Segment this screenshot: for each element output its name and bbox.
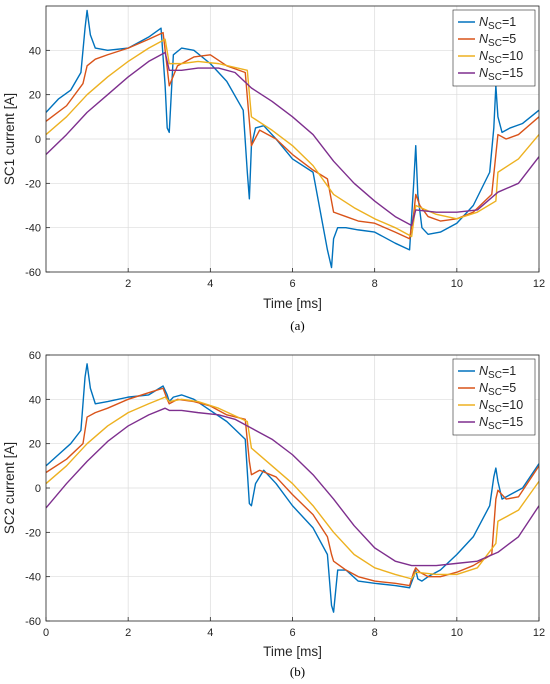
series-group-b [46, 363, 539, 613]
series-line-nsc-10 [46, 396, 539, 580]
y-tick-label: -40 [25, 223, 41, 235]
y-tick-label: 20 [29, 90, 41, 102]
x-tick-label: 8 [372, 627, 378, 639]
legend-label: NSC=5 [479, 381, 516, 398]
y-tick-label: 40 [29, 45, 41, 57]
legend-label: NSC=5 [479, 32, 516, 49]
x-axis-label: Time [ms] [263, 296, 322, 311]
legend-item: NSC=15 [458, 66, 523, 83]
x-axis-label: Time [ms] [263, 644, 322, 659]
x-tick-label: 8 [372, 278, 378, 290]
ticks-a: 2 4 6 8 10 12 -60 -40 -20 0 20 40 [25, 45, 545, 290]
series-group-a [46, 9, 539, 269]
x-tick-label: 4 [207, 627, 213, 639]
x-tick-label: 6 [289, 627, 295, 639]
chart-panel-b: 0 2 4 6 8 10 12 -60 -40 -20 0 20 40 60 Time [ms] SC2 cu… [2, 350, 545, 679]
legend-label: NSC=10 [479, 398, 523, 415]
series-line-nsc-5 [46, 387, 539, 587]
y-axis-label: SC1 current [A] [2, 93, 17, 185]
x-tick-label: 12 [533, 627, 545, 639]
x-tick-label: 2 [125, 627, 131, 639]
legend-label: NSC=15 [479, 415, 523, 432]
series-line-nsc-15 [46, 51, 539, 227]
x-tick-label: 12 [533, 278, 545, 290]
series-line-nsc-1 [46, 9, 539, 269]
legend-item: NSC=15 [458, 415, 523, 432]
y-tick-label: 0 [35, 134, 41, 146]
y-axis-label: SC2 current [A] [2, 442, 17, 534]
panel-caption: (a) [290, 318, 304, 333]
y-tick-label: 40 [29, 394, 41, 406]
series-line-nsc-15 [46, 407, 539, 567]
panel-caption: (b) [290, 664, 305, 679]
x-tick-label: 2 [125, 278, 131, 290]
legend-item: NSC=10 [458, 398, 523, 415]
legend-label: NSC=1 [479, 364, 516, 381]
legend-label: NSC=10 [479, 49, 523, 66]
legend-item: NSC=5 [458, 32, 516, 49]
x-tick-label: 6 [289, 278, 295, 290]
y-tick-label: 20 [29, 439, 41, 451]
y-tick-label: -20 [25, 178, 41, 190]
x-tick-label: 10 [451, 278, 463, 290]
y-tick-label: -20 [25, 527, 41, 539]
series-line-nsc-10 [46, 38, 539, 238]
x-tick-label: 4 [207, 278, 213, 290]
ticks-b: 0 2 4 6 8 10 12 -60 -40 -20 0 20 40 60 [25, 350, 545, 639]
series-line-nsc-1 [46, 363, 539, 613]
legend-item: NSC=5 [458, 381, 516, 398]
y-tick-label: -60 [25, 267, 41, 279]
legend-item: NSC=10 [458, 49, 523, 66]
x-tick-label: 0 [43, 627, 49, 639]
y-tick-label: 60 [29, 350, 41, 362]
legend-label: NSC=1 [479, 15, 516, 32]
y-tick-label: 0 [35, 483, 41, 495]
legend-label: NSC=15 [479, 66, 523, 83]
legend-item: NSC=1 [458, 15, 516, 32]
y-tick-label: -60 [25, 616, 41, 628]
x-tick-label: 10 [451, 627, 463, 639]
chart-panel-a: 2 4 6 8 10 12 -60 -40 -20 0 20 40 Time [ms] SC1 curre… [2, 5, 545, 333]
y-tick-label: -40 [25, 572, 41, 584]
legend-item: NSC=1 [458, 364, 516, 381]
